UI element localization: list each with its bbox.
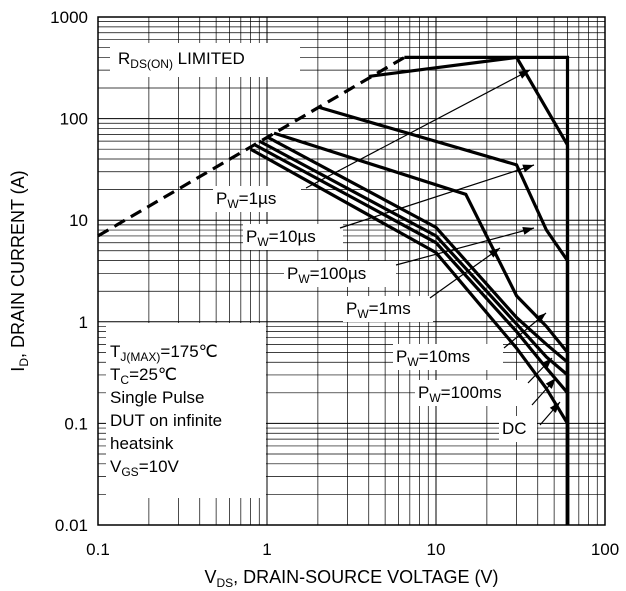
series-pw-100ms: [254, 143, 570, 525]
label-backdrop: [213, 186, 301, 212]
label-backdrop: [106, 323, 266, 498]
arrow-head: [545, 378, 556, 389]
y-axis-title: ID, DRAIN CURRENT (A): [8, 170, 31, 371]
x-tick-label: 100: [591, 540, 619, 559]
y-tick-label: 1: [79, 313, 88, 332]
arrow-line: [339, 164, 535, 229]
label-pw-1us: PW=1µs: [216, 189, 276, 211]
label-backdrop: [284, 261, 396, 287]
y-tick-label: 10: [69, 211, 88, 230]
condition-line: TJ(MAX)=175℃: [110, 342, 218, 364]
series-rds-on-limited: [97, 56, 406, 238]
condition-line: DUT on infinite: [110, 411, 222, 430]
label-pw-100ms: PW=100ms: [418, 383, 502, 405]
arrow-head: [522, 164, 534, 173]
arrow-head: [541, 358, 552, 369]
arrow-line: [305, 69, 531, 189]
x-tick-label: 1: [262, 540, 271, 559]
label-pw-100us: PW=100µs: [287, 264, 366, 286]
label-backdrop: [243, 224, 343, 250]
arrow-line: [429, 247, 501, 299]
label-backdrop: [393, 344, 503, 370]
condition-line: TC=25℃: [110, 365, 177, 387]
label-dc: DC: [502, 419, 527, 438]
label-backdrop: [499, 416, 537, 442]
arrow-head: [549, 402, 560, 413]
y-tick-label: 0.1: [64, 414, 88, 433]
series-max-current: [404, 55, 570, 525]
label-pw-10us: PW=10µs: [246, 227, 316, 249]
x-tick-label: 0.1: [86, 540, 110, 559]
plot-frame: [97, 16, 606, 526]
arrow-head: [488, 248, 500, 258]
y-tick-label: 100: [60, 110, 88, 129]
condition-line: VGS=10V: [110, 457, 180, 479]
y-tick-label: 1000: [50, 8, 88, 27]
y-tick-label: 0.01: [55, 516, 88, 535]
arrow-line: [395, 227, 535, 266]
arrow-head: [518, 70, 530, 79]
condition-line: heatsink: [110, 434, 174, 453]
label-pw-1ms: PW=1ms: [346, 299, 411, 321]
arrow-head: [535, 313, 546, 324]
label-rds-on-limited: RDS(ON) LIMITED: [118, 49, 245, 71]
label-backdrop: [415, 380, 537, 406]
condition-line: Single Pulse: [110, 388, 205, 407]
label-backdrop: [343, 296, 433, 322]
x-tick-label: 10: [427, 540, 446, 559]
label-backdrop: [110, 43, 300, 77]
x-axis-title: VDS, DRAIN-SOURCE VOLTAGE (V): [204, 567, 498, 590]
label-pw-10ms: PW=10ms: [396, 347, 470, 369]
arrow-head: [522, 227, 534, 235]
